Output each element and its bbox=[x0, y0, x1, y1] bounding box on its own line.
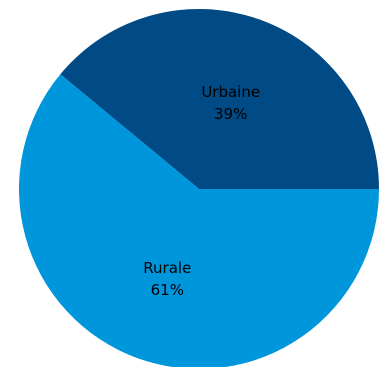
pie-slices bbox=[18, 9, 379, 370]
slice-category-label: Rurale bbox=[143, 259, 191, 277]
slice-value-label: 39% bbox=[214, 105, 247, 123]
slice-value-label: 61% bbox=[151, 281, 184, 299]
pie-slice-rurale bbox=[18, 74, 379, 370]
slice-category-label: Urbaine bbox=[201, 83, 260, 101]
pie-labels: Urbaine 39% Rurale 61% bbox=[143, 83, 260, 299]
pie-slice-urbaine bbox=[60, 9, 379, 190]
